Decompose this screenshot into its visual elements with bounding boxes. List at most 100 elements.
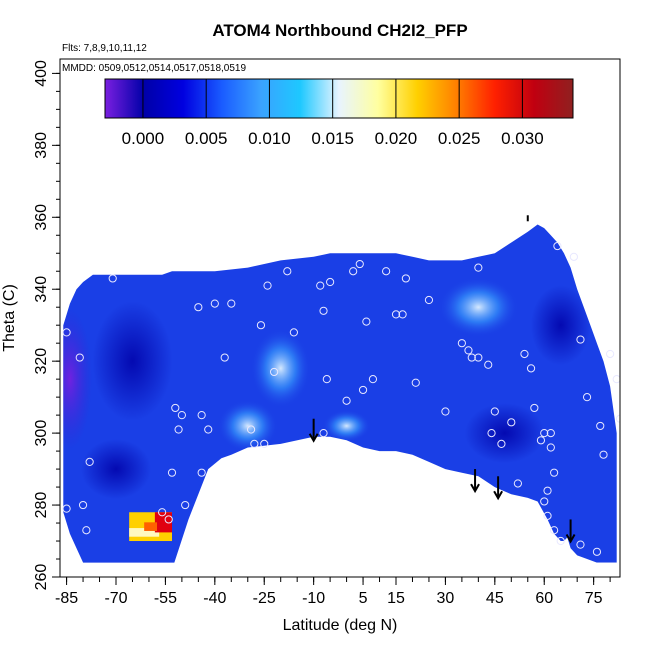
observation-point xyxy=(556,536,565,546)
observation-point xyxy=(108,274,117,283)
observation-point xyxy=(576,540,585,549)
observation-point xyxy=(174,425,183,434)
observation-point xyxy=(606,349,615,359)
plot-frame xyxy=(59,58,621,578)
colorbar-tick-label: 0.010 xyxy=(248,129,291,148)
x-tick-label: -25 xyxy=(253,590,276,607)
observation-point xyxy=(592,547,602,556)
colorbar: 0.000 0.005 0.010 0.015 0.020 0.025 0.030 xyxy=(104,78,574,148)
observation-point xyxy=(615,414,620,423)
flight-arrow xyxy=(308,418,319,443)
observation-point xyxy=(487,429,496,438)
hotspot-core xyxy=(154,512,172,533)
observation-point xyxy=(368,375,378,384)
observation-point xyxy=(540,429,549,438)
x-tick-label: 75 xyxy=(585,590,603,607)
observation-point xyxy=(62,328,71,337)
colorbar-tick-label: 0.015 xyxy=(311,129,354,148)
y-tick-label: 280 xyxy=(33,492,50,519)
observation-point xyxy=(474,263,483,272)
observation-point xyxy=(543,486,552,495)
observation-point xyxy=(540,497,549,506)
observation-point xyxy=(263,281,272,290)
colorbar-tick-label: 0.000 xyxy=(122,129,165,148)
hotspot-light xyxy=(129,528,160,537)
x-tick-label: 60 xyxy=(535,590,553,607)
y-axis-label: Theta (C) xyxy=(1,284,18,352)
y-tick-label: 380 xyxy=(33,132,50,159)
plot-area xyxy=(62,215,620,577)
y-axis: 260 280 300 320 340 360 380 400 xyxy=(33,60,60,590)
observation-point xyxy=(497,439,506,449)
observation-point xyxy=(85,457,94,466)
y-tick-label: 340 xyxy=(33,276,50,303)
x-tick-label: -85 xyxy=(55,590,78,607)
flight-arrow xyxy=(493,476,503,501)
observation-point xyxy=(467,353,476,362)
observation-point xyxy=(194,303,203,312)
field-patch xyxy=(92,301,173,422)
flights-subtitle: Flts: 7,8,9,10,11,12 xyxy=(62,43,147,54)
x-tick-label: -10 xyxy=(302,590,325,607)
observation-point xyxy=(326,277,335,287)
observation-point xyxy=(382,267,391,276)
colorbar-tick-label: 0.025 xyxy=(438,129,481,148)
observation-point xyxy=(401,274,410,283)
y-tick-label: 360 xyxy=(33,204,50,231)
observation-point xyxy=(424,295,434,305)
observation-point xyxy=(391,310,401,319)
observation-point xyxy=(457,339,466,348)
field-patch xyxy=(438,277,519,338)
observation-point xyxy=(283,267,292,276)
observation-point xyxy=(358,385,368,395)
flight-arrow xyxy=(565,519,576,544)
observation-point xyxy=(319,429,328,438)
observation-point xyxy=(158,508,167,517)
flight-arrows xyxy=(308,215,576,544)
colorbar-ticks: 0.000 0.005 0.010 0.015 0.020 0.025 0.030 xyxy=(122,79,544,148)
observation-point xyxy=(362,317,371,326)
observation-point xyxy=(197,468,206,477)
colorbar-tick-label: 0.020 xyxy=(375,129,418,148)
x-tick-label: -70 xyxy=(104,590,127,607)
hotspot-mid xyxy=(144,522,158,531)
observation-point xyxy=(513,479,522,488)
observation-point xyxy=(553,241,562,251)
observation-point xyxy=(550,468,559,477)
observation-point xyxy=(270,367,279,377)
field-patch xyxy=(63,309,92,450)
observation-point xyxy=(78,500,88,510)
field-patch xyxy=(217,399,278,452)
observation-point xyxy=(599,450,608,459)
colorbar-tick-label: 0.030 xyxy=(501,129,544,148)
observation-point xyxy=(319,306,328,315)
colorbar-gradient xyxy=(104,78,574,119)
field-patch xyxy=(530,285,591,366)
observation-point xyxy=(490,407,499,416)
field-patches xyxy=(63,277,591,542)
observation-point xyxy=(342,396,351,405)
observation-point xyxy=(355,259,364,269)
observation-point xyxy=(464,346,473,355)
observation-point xyxy=(316,281,325,290)
observation-point xyxy=(530,403,539,413)
colorbar-tick-label: 0.005 xyxy=(185,129,228,148)
observation-point xyxy=(220,353,229,362)
observation-point xyxy=(484,360,493,369)
data-field xyxy=(63,224,617,563)
observation-point xyxy=(546,429,555,438)
x-tick-label: -40 xyxy=(203,590,226,607)
observation-point xyxy=(441,407,450,416)
observation-point xyxy=(507,418,516,427)
field-patch xyxy=(322,409,371,442)
terrain-mask xyxy=(172,436,617,577)
observation-point xyxy=(349,267,358,276)
dates-subtitle: MMDD: 0509,0512,0514,0517,0518,0519 xyxy=(62,63,246,74)
x-tick-label: 30 xyxy=(437,590,455,607)
observation-point xyxy=(576,335,585,344)
observation-point xyxy=(289,328,298,337)
observation-point xyxy=(82,526,91,535)
observation-point xyxy=(171,403,180,413)
observation-point xyxy=(546,443,555,452)
observation-point xyxy=(250,439,259,449)
